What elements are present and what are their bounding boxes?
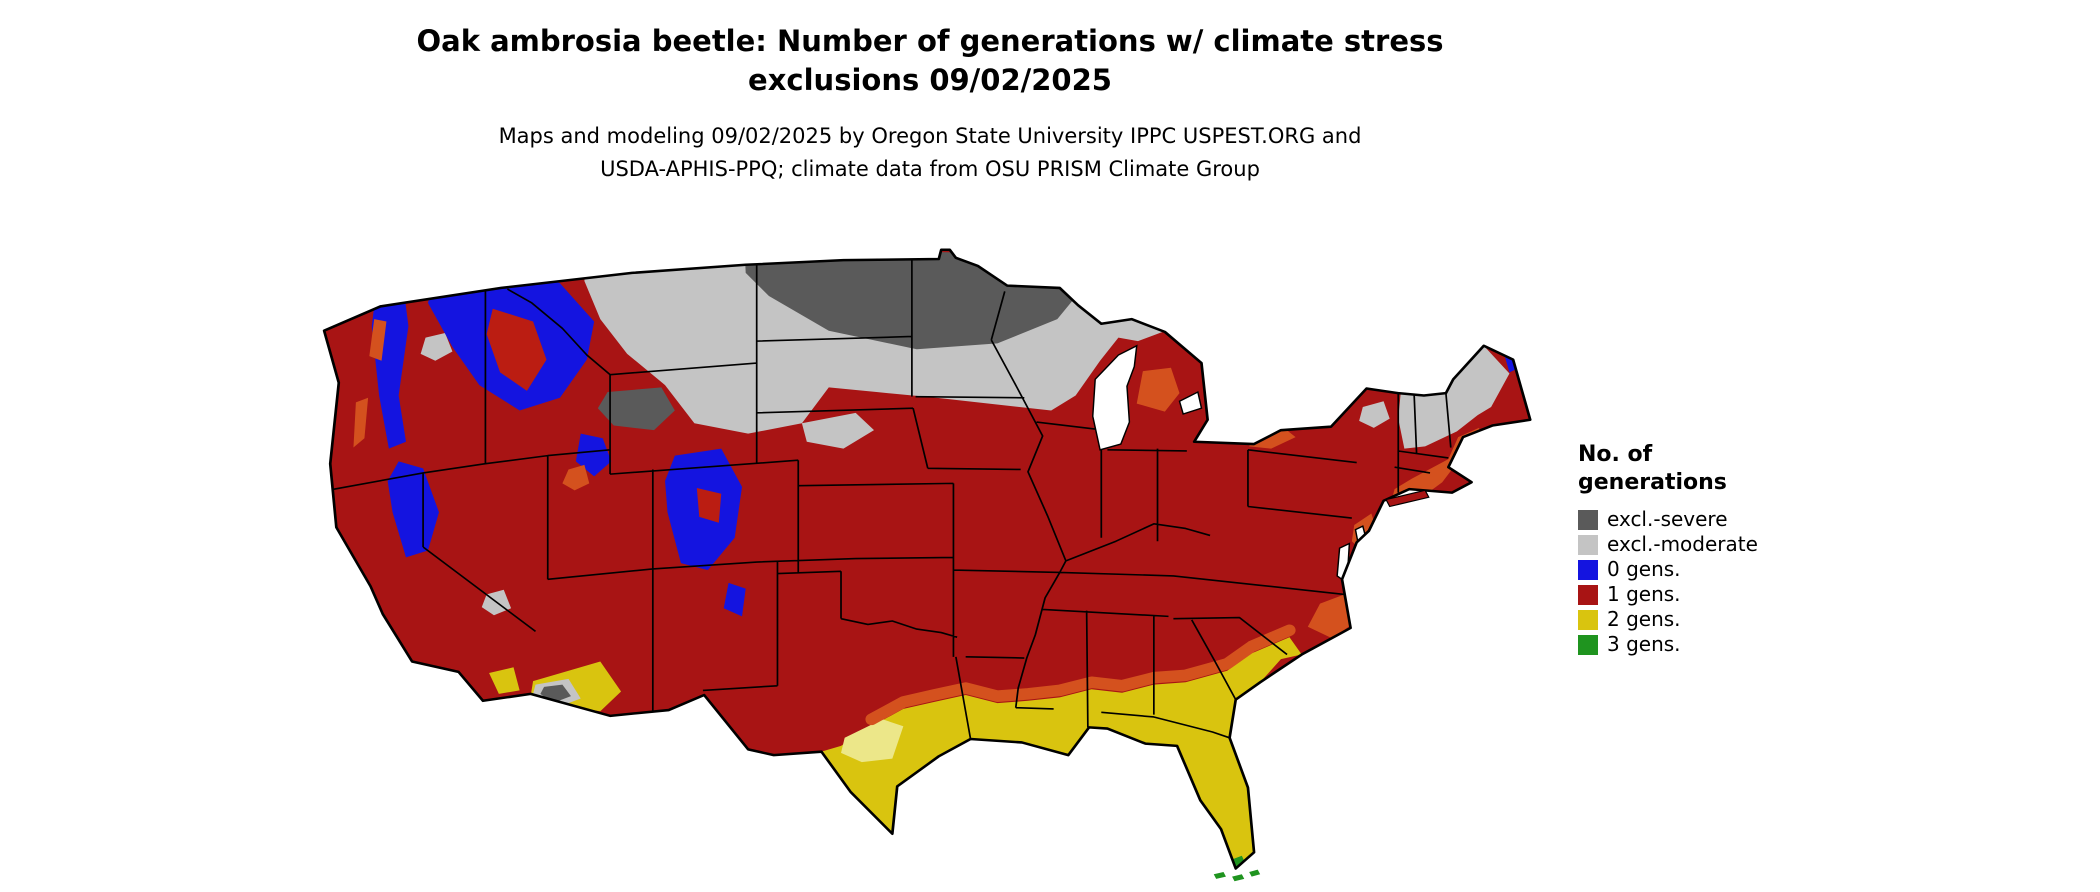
lake-michigan bbox=[1092, 344, 1138, 451]
legend-title-line-2: generations bbox=[1578, 470, 1727, 495]
legend-label-excl-severe: excl.-severe bbox=[1607, 507, 1728, 531]
region-south-transition-band bbox=[865, 624, 1296, 726]
region-pale-yellow-texas bbox=[841, 719, 904, 763]
legend-label-2-gens: 2 gens. bbox=[1607, 607, 1681, 631]
region-orange-patches bbox=[353, 319, 1486, 639]
legend-label-1-gens: 1 gens. bbox=[1607, 582, 1681, 606]
us-map-svg bbox=[322, 248, 1532, 882]
map-legend: No. of generations excl.-severe excl.-mo… bbox=[1578, 441, 1878, 657]
legend-item-0-gens: 0 gens. bbox=[1578, 557, 1878, 582]
region-exclusion-severe bbox=[597, 249, 1092, 431]
state-borders bbox=[333, 259, 1452, 740]
page-subtitle: Maps and modeling 09/02/2025 by Oregon S… bbox=[170, 120, 1690, 186]
region-warm-valleys bbox=[486, 308, 722, 523]
legend-title: No. of generations bbox=[1578, 441, 1878, 497]
title-line-2: exclusions 09/02/2025 bbox=[748, 63, 1112, 97]
subtitle-line-1: Maps and modeling 09/02/2025 by Oregon S… bbox=[498, 124, 1362, 148]
legend-title-line-1: No. of bbox=[1578, 442, 1653, 467]
region-2-generations bbox=[489, 637, 1302, 869]
florida-keys bbox=[1213, 869, 1261, 882]
us-generations-map bbox=[318, 222, 1540, 887]
us-outline bbox=[322, 248, 1532, 870]
legend-item-2-gens: 2 gens. bbox=[1578, 607, 1878, 632]
subtitle-line-2: USDA-APHIS-PPQ; climate data from OSU PR… bbox=[600, 157, 1260, 181]
legend-label-excl-moderate: excl.-moderate bbox=[1607, 532, 1758, 556]
legend-swatch-3-gens bbox=[1578, 634, 1598, 655]
title-line-1: Oak ambrosia beetle: Number of generatio… bbox=[416, 24, 1444, 58]
long-island bbox=[1385, 489, 1430, 508]
legend-swatch-excl-severe bbox=[1578, 509, 1598, 530]
page-title: Oak ambrosia beetle: Number of generatio… bbox=[170, 22, 1690, 100]
saginaw-bay bbox=[1178, 390, 1203, 415]
legend-swatch-excl-moderate bbox=[1578, 534, 1598, 555]
legend-item-3-gens: 3 gens. bbox=[1578, 632, 1878, 657]
legend-swatch-1-gens bbox=[1578, 584, 1598, 605]
region-exclusion-moderate bbox=[420, 249, 1510, 616]
legend-items: excl.-severe excl.-moderate 0 gens. 1 ge… bbox=[1578, 507, 1878, 657]
legend-label-0-gens: 0 gens. bbox=[1607, 557, 1681, 581]
legend-swatch-2-gens bbox=[1578, 609, 1598, 630]
legend-item-excl-severe: excl.-severe bbox=[1578, 507, 1878, 532]
region-0-generations bbox=[371, 257, 1522, 617]
legend-label-3-gens: 3 gens. bbox=[1607, 632, 1681, 656]
legend-item-1-gens: 1 gens. bbox=[1578, 582, 1878, 607]
legend-swatch-0-gens bbox=[1578, 559, 1598, 580]
legend-item-excl-moderate: excl.-moderate bbox=[1578, 532, 1878, 557]
